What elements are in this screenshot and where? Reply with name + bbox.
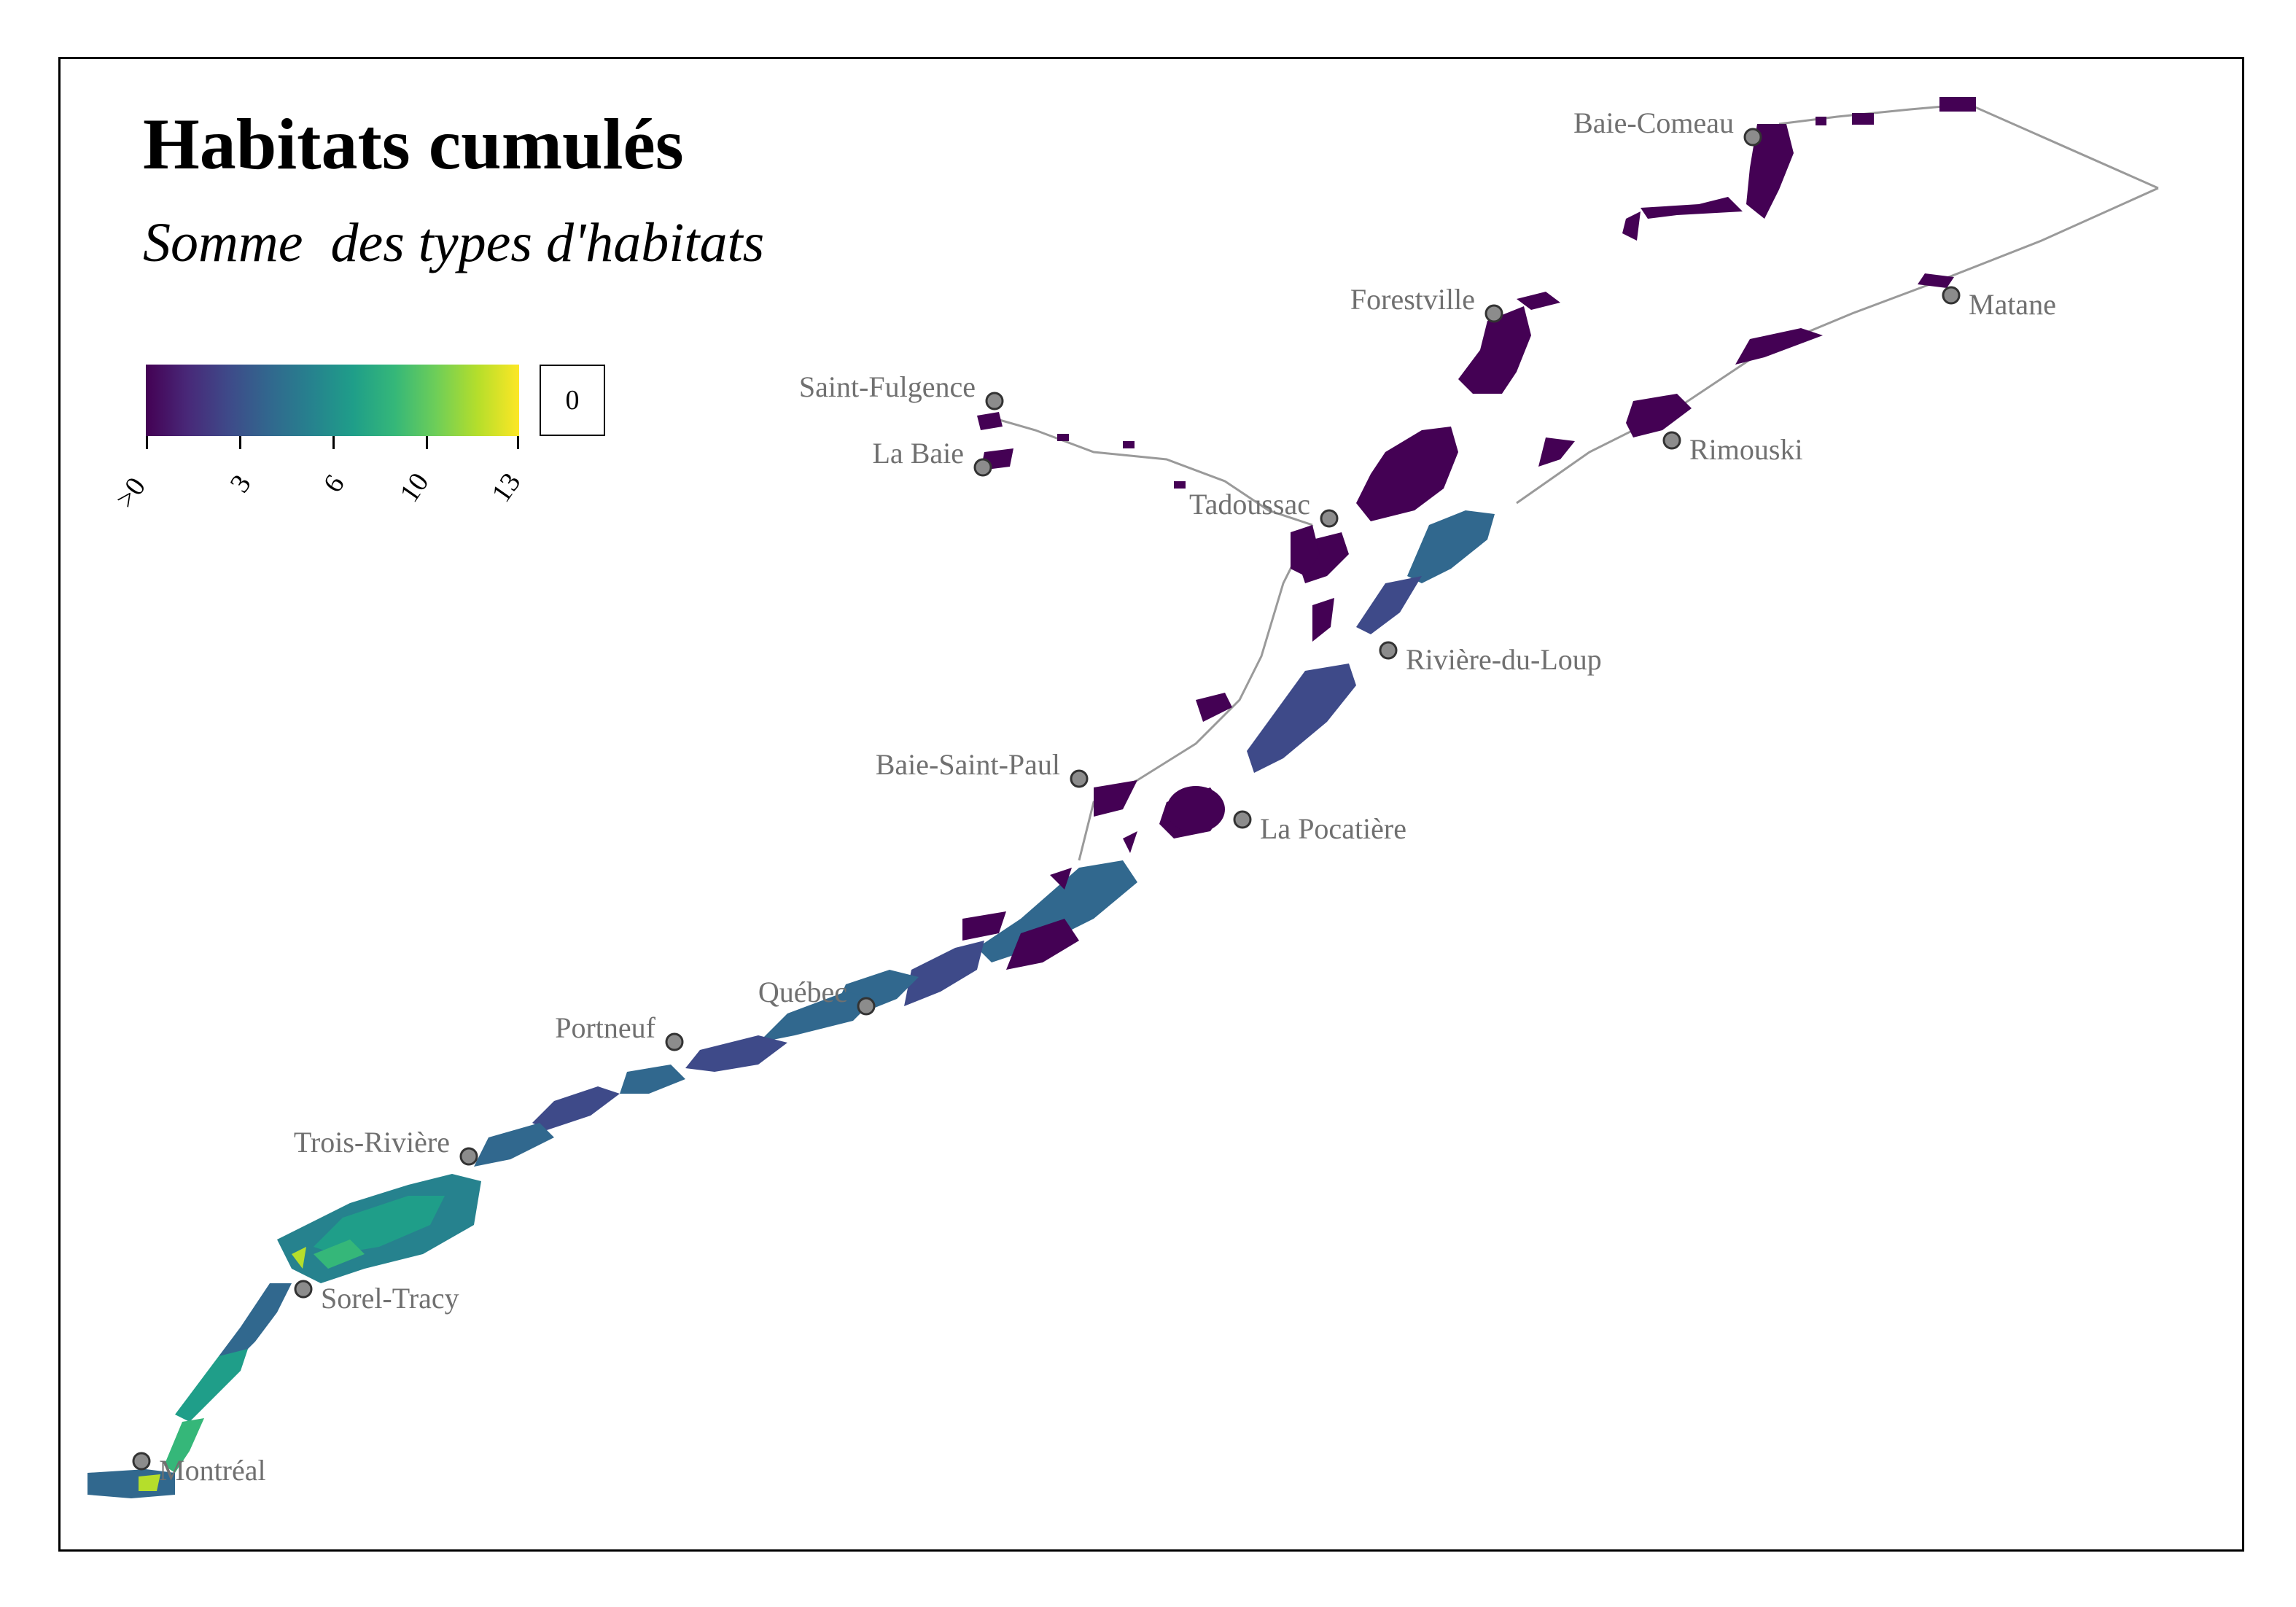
city-layer: Baie-Comeau Forestville Matane Saint-Fulgen…	[132, 106, 2056, 1487]
habitat-patch	[1196, 693, 1232, 722]
habitat-patch	[685, 1035, 787, 1072]
habitat-patch	[758, 992, 875, 1043]
city-label: Rimouski	[1689, 433, 1803, 466]
habitat-patch	[1356, 576, 1422, 634]
habitat-patch	[1094, 780, 1137, 817]
habitat-patch	[139, 1474, 160, 1491]
city-label: Tadoussac	[1189, 488, 1310, 521]
habitat-patch	[314, 1196, 445, 1254]
habitat-patch	[1247, 664, 1356, 773]
habitat-patch	[532, 1086, 620, 1130]
city-marker	[1662, 431, 1681, 450]
habitat-patch	[1006, 919, 1079, 970]
habitat-patch	[1816, 117, 1826, 125]
habitat-patch	[1050, 868, 1072, 890]
coastline	[984, 103, 2159, 861]
city-label: Saint-Fulgence	[799, 370, 976, 403]
city-marker	[459, 1147, 478, 1166]
map-subtitle: Somme des types d'habitats	[143, 212, 765, 273]
north-shore-line	[1778, 103, 2159, 190]
habitat-patch	[1622, 211, 1641, 241]
city-label: Montréal	[159, 1454, 266, 1487]
legend-colorbar	[146, 365, 519, 436]
city-label: Matane	[1969, 288, 2056, 321]
city-label: Baie-Comeau	[1573, 106, 1734, 139]
habitat-patch	[1641, 197, 1743, 219]
habitat-patch	[175, 1349, 248, 1422]
habitat-patch	[1291, 525, 1320, 576]
legend-tick	[239, 436, 241, 449]
habitat-patch	[1123, 831, 1137, 853]
habitat-patch	[1517, 292, 1560, 310]
city-marker	[132, 1452, 151, 1471]
saguenay-line	[984, 414, 1313, 526]
habitat-patch	[962, 911, 1006, 941]
city-marker	[857, 997, 876, 1016]
city-label: Québec	[758, 976, 847, 1008]
habitat-patch	[1746, 124, 1794, 219]
map-title: Habitats cumulés	[143, 104, 684, 184]
city-label: Baie-Saint-Paul	[876, 748, 1060, 781]
habitat-patch	[164, 1418, 204, 1473]
city-label: La Baie	[873, 437, 965, 470]
city-label: La Pocatière	[1260, 812, 1406, 845]
habitat-patch	[219, 1283, 292, 1363]
city-label: Sorel-Tracy	[321, 1282, 459, 1315]
legend-tick	[426, 436, 428, 449]
habitat-patch	[1174, 481, 1186, 489]
habitat-patch	[1918, 273, 1954, 288]
city-label: Portneuf	[555, 1011, 655, 1044]
city-marker	[1320, 509, 1339, 528]
habitat-patch	[292, 1247, 306, 1269]
habitat-patch	[904, 941, 984, 1006]
legend-zero-box: 0	[540, 365, 605, 436]
habitat-patch	[474, 1123, 554, 1167]
city-marker	[665, 1032, 684, 1051]
habitat-patch	[314, 1240, 365, 1269]
city-marker	[1379, 641, 1398, 660]
city-label: Trois-Rivière	[294, 1126, 450, 1159]
city-label: Rivière-du-Loup	[1406, 643, 1602, 676]
city-marker	[985, 392, 1004, 410]
city-marker	[1484, 304, 1503, 323]
city-marker	[1942, 286, 1961, 305]
habitat-patch	[1852, 113, 1874, 125]
city-marker	[973, 458, 992, 477]
habitat-patch	[1123, 441, 1135, 448]
legend-tick	[146, 436, 148, 449]
habitat-patch	[1356, 427, 1458, 521]
habitat-patch	[977, 412, 1003, 430]
habitat-patch	[1735, 328, 1823, 365]
legend-ticks	[146, 436, 519, 449]
habitat-patch	[620, 1065, 685, 1094]
habitat-patch	[1538, 437, 1575, 467]
map-frame	[58, 57, 2244, 1552]
legend-tick	[517, 436, 519, 449]
legend-tick	[332, 436, 335, 449]
city-label: Forestville	[1350, 283, 1475, 316]
habitat-patch	[1312, 598, 1334, 642]
habitat-patch	[977, 860, 1137, 962]
habitat-patch	[1057, 434, 1069, 441]
habitat-patch	[1626, 394, 1692, 437]
city-marker	[294, 1280, 313, 1299]
habitat-patch-la-pocatiere	[1167, 786, 1225, 833]
habitat-patch	[1939, 97, 1976, 112]
city-marker	[1233, 810, 1252, 829]
habitat-raster	[87, 97, 1976, 1498]
south-shore-line	[1516, 187, 2159, 505]
city-marker	[1743, 128, 1762, 147]
city-marker	[1070, 769, 1089, 788]
habitat-patch	[1458, 306, 1531, 394]
habitat-patch	[1407, 510, 1495, 583]
